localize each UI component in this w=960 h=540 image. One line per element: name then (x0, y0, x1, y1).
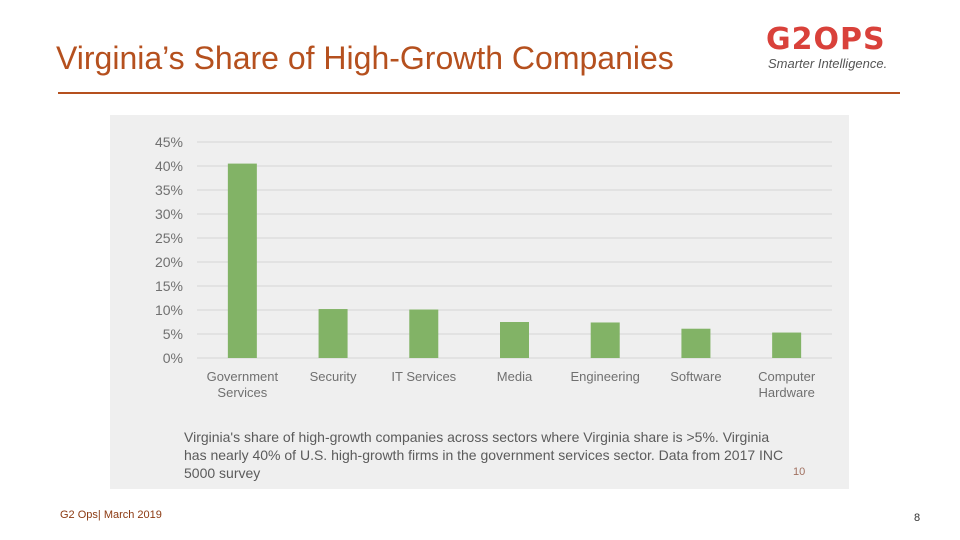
title-underline (58, 92, 900, 94)
y-tick-label: 0% (163, 350, 183, 366)
y-tick-label: 35% (155, 182, 183, 198)
chart-panel: 0% 5% 10% 15% 20% 25% 30% 35% 40% 45% Government Se… (110, 115, 849, 489)
bar (409, 309, 439, 358)
y-tick-label: 10% (155, 302, 183, 318)
bar (590, 322, 620, 358)
x-tick-label: Computer (758, 369, 816, 384)
bar (681, 328, 711, 358)
x-tick-label: IT Services (391, 369, 456, 384)
y-tick-label: 40% (155, 158, 183, 174)
logo-tagline: Smarter Intelligence. (768, 56, 888, 71)
page-number: 8 (914, 512, 921, 524)
bar (500, 322, 529, 358)
x-tick-label: Media (497, 369, 533, 384)
x-tick-label: Software (670, 369, 721, 384)
y-tick-label: 20% (155, 254, 183, 270)
bar-chart: 0%5%10%15%20%25%30%35%40%45%GovernmentSe… (155, 134, 832, 400)
slide-title: Virginia’s Share of High-Growth Companie… (56, 40, 674, 76)
x-tick-label: Engineering (571, 369, 640, 384)
company-logo: G2OPS Smarter Intelligence. (766, 24, 926, 72)
y-tick-label: 5% (163, 326, 183, 342)
bar (318, 309, 348, 358)
x-tick-label: Services (217, 385, 267, 400)
y-tick-label: 15% (155, 278, 183, 294)
y-tick-label: 25% (155, 230, 183, 246)
logo-wordmark: G2OPS (766, 22, 886, 57)
bar (227, 163, 257, 358)
bar (772, 332, 802, 358)
y-tick-label: 45% (155, 134, 183, 150)
footer-date: G2 Ops| March 2019 (60, 509, 162, 521)
y-tick-label: 30% (155, 206, 183, 222)
chart-caption: Virginia's share of high-growth companie… (184, 429, 784, 481)
figure-number: 10 (793, 466, 806, 478)
x-tick-label: Hardware (758, 385, 814, 400)
x-tick-label: Security (310, 369, 357, 384)
x-tick-label: Government (207, 369, 279, 384)
